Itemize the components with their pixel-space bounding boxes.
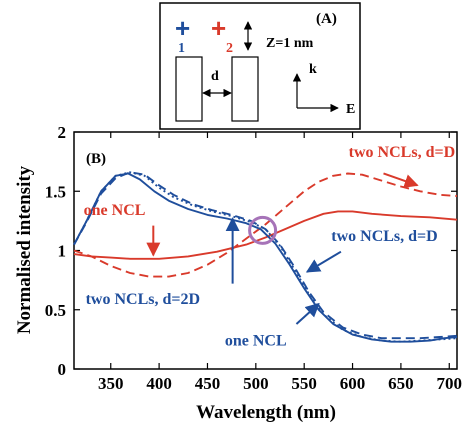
annotation-label: one NCL xyxy=(84,202,146,219)
y-tick-label: 1 xyxy=(58,242,67,261)
charge-number-1: 1 xyxy=(178,41,185,56)
y-tick-label: 0 xyxy=(58,360,67,379)
z-label: Z=1 nm xyxy=(266,36,314,51)
annotation-label: one NCL xyxy=(225,332,287,349)
series-line-blue-dotted xyxy=(73,171,458,343)
crossing-highlight-circle xyxy=(248,215,278,245)
x-tick-label: 550 xyxy=(291,374,317,393)
highlight-layer xyxy=(248,215,278,245)
d-label: d xyxy=(211,69,219,84)
x-tick-label: 350 xyxy=(98,374,124,393)
plot-area: 0 0.5 1 1.5 2 350 400 450 500 550 600 650 700 (B) t… xyxy=(45,123,462,393)
charge-plus-2: + xyxy=(211,13,226,43)
x-tick-label: 500 xyxy=(243,374,269,393)
annotation-arrow xyxy=(305,250,342,273)
e-label: E xyxy=(346,102,355,117)
annotation-label: two NCLs, d=D xyxy=(349,144,455,161)
annotation-layer: two NCLs, d=D one NCL two NCLs, d=D two NCL… xyxy=(84,144,455,349)
y-tick-label: 1.5 xyxy=(45,182,66,201)
x-tick-label: 400 xyxy=(146,374,172,393)
charge-plus-1: + xyxy=(175,13,190,43)
annotation-label: two NCLs, d=D xyxy=(331,228,437,245)
x-tick-label: 600 xyxy=(340,374,366,393)
x-tick-label: 450 xyxy=(195,374,221,393)
y-axis-ticks: 0 0.5 1 1.5 2 xyxy=(45,123,457,379)
annotation-arrow xyxy=(383,172,419,188)
annotation-arrow xyxy=(295,302,320,325)
charge-number-2: 2 xyxy=(226,41,233,56)
panel-b-label: (B) xyxy=(86,151,106,167)
series-layer xyxy=(73,171,458,343)
y-tick-label: 0.5 xyxy=(45,301,66,320)
x-axis-title: Wavelength (nm) xyxy=(196,402,336,423)
x-axis-ticks: 350 400 450 500 550 600 650 700 xyxy=(98,132,462,393)
inset-label: (A) xyxy=(316,11,337,27)
k-label: k xyxy=(309,62,317,77)
annotation-label: two NCLs, d=2D xyxy=(86,291,200,308)
y-axis-title: Normalised intensity xyxy=(14,165,35,334)
series-line-red-dashed xyxy=(73,172,458,278)
y-tick-label: 2 xyxy=(58,123,67,142)
series-line-blue-dashed xyxy=(73,171,458,340)
series-line-blue-solid xyxy=(73,172,458,343)
x-tick-label: 700 xyxy=(437,374,463,393)
x-tick-label: 650 xyxy=(388,374,414,393)
nanocluster-right xyxy=(231,56,259,122)
inset-panel: (A) + + 1 2 Z=1 nm d k E xyxy=(159,2,361,130)
nanocluster-left xyxy=(175,56,203,122)
